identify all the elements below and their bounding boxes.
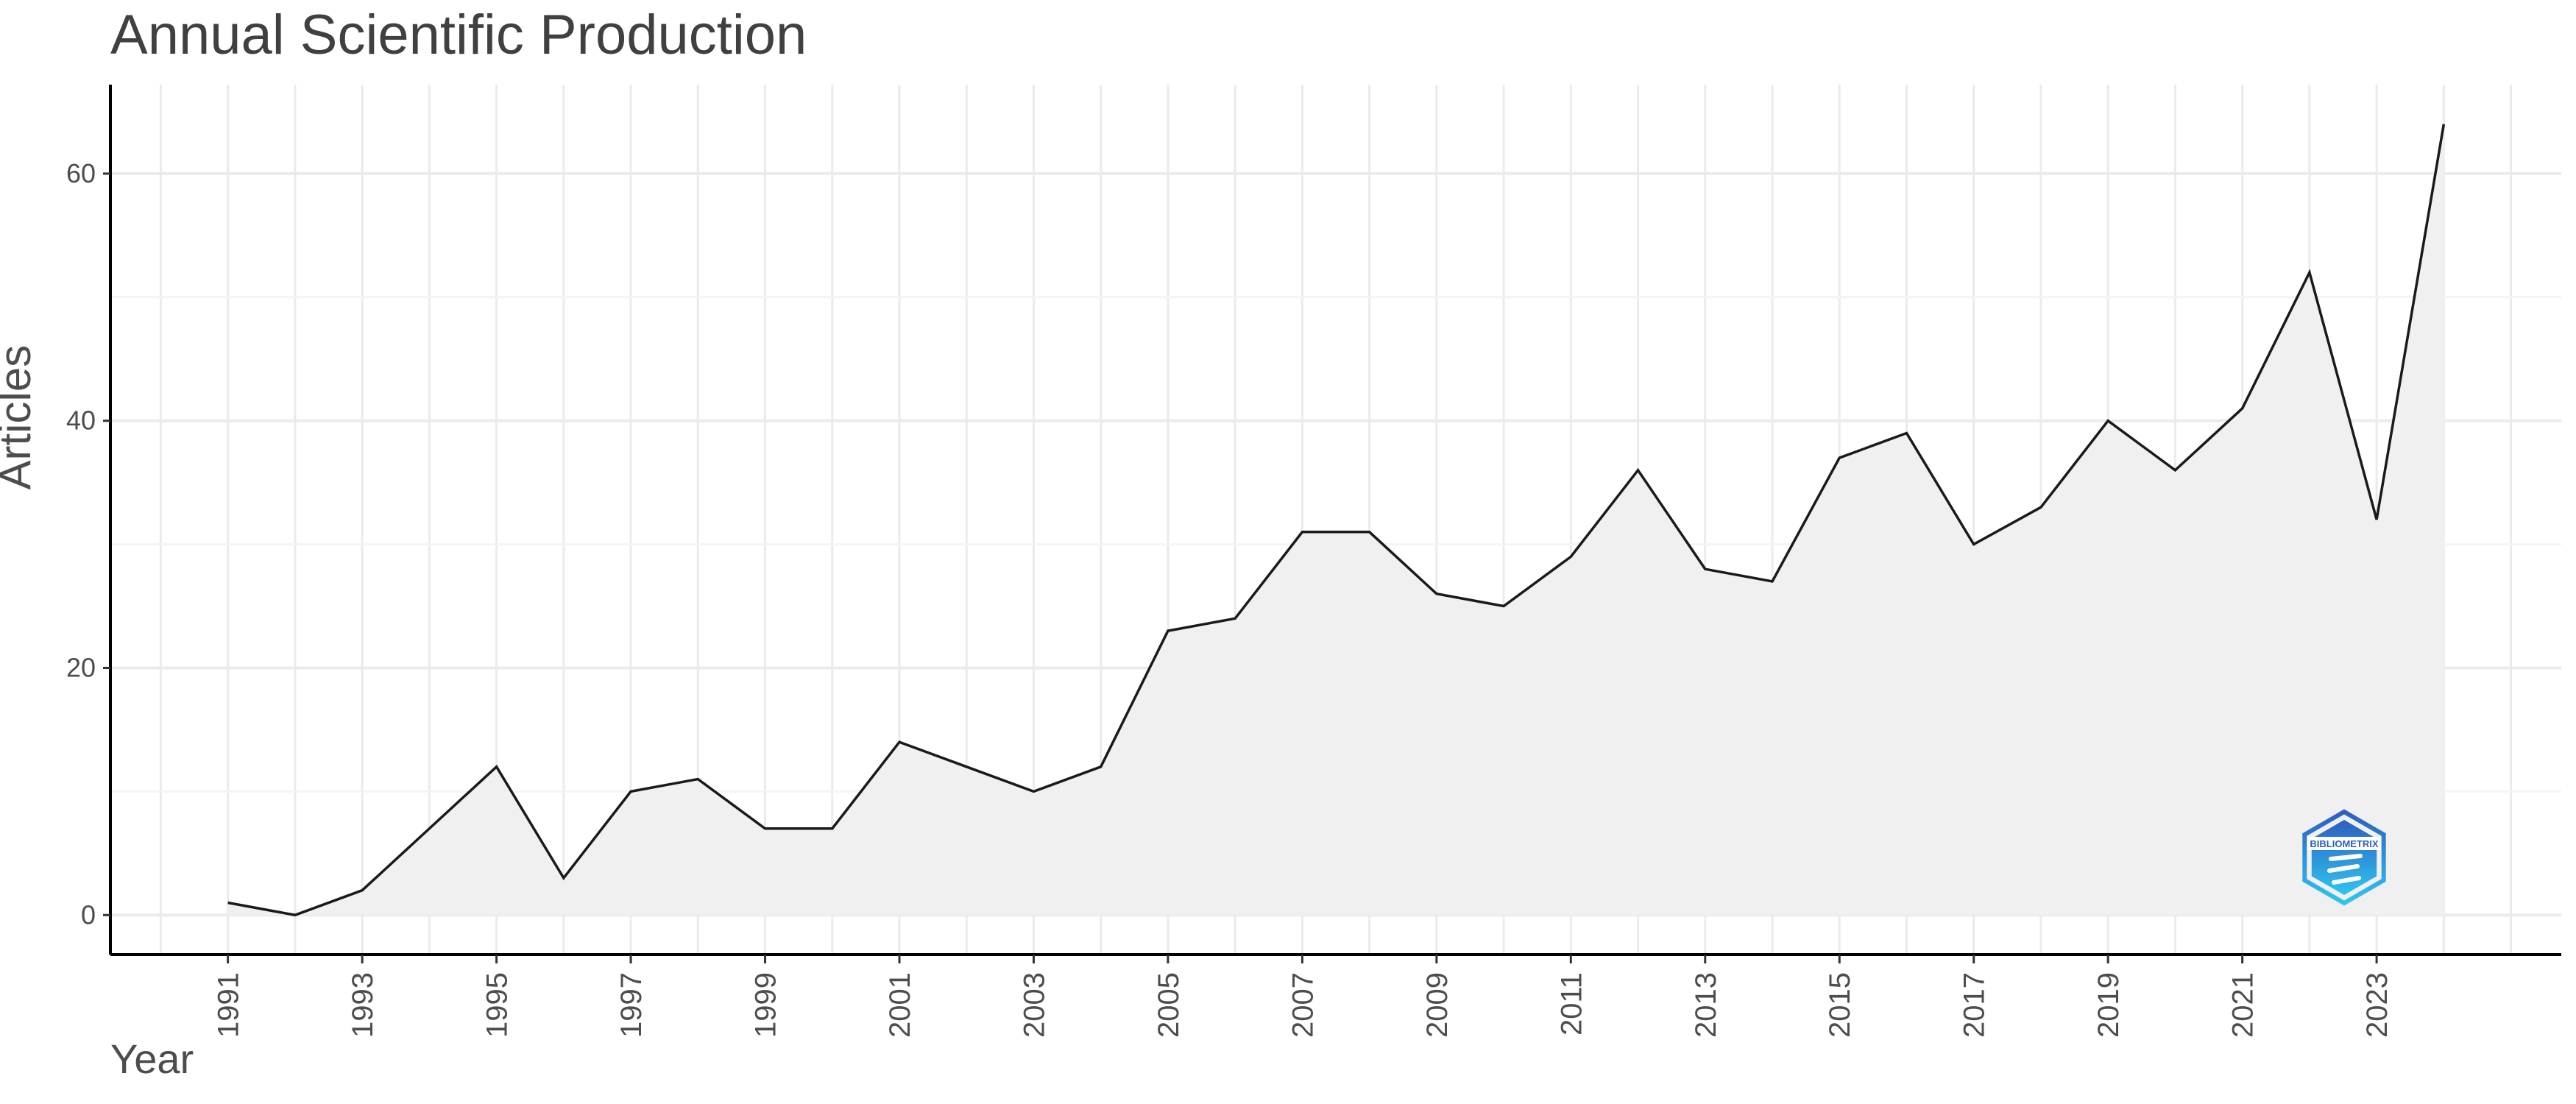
data-point (2239, 405, 2246, 412)
y-tick-label: 20 (66, 652, 96, 682)
data-point (1836, 454, 1843, 461)
data-point (1030, 788, 1037, 795)
data-point (2306, 269, 2313, 276)
x-tick-label: 2011 (1555, 972, 1588, 1036)
data-point (1298, 528, 1306, 536)
data-point (358, 887, 366, 894)
data-point (1567, 553, 1574, 560)
data-point (224, 899, 232, 906)
x-tick-label: 2023 (2361, 972, 2393, 1038)
x-axis-label: Year (110, 1036, 194, 1082)
data-point (560, 874, 567, 882)
data-point (896, 738, 903, 746)
data-point (2440, 121, 2447, 128)
x-tick-label: 2021 (2227, 972, 2260, 1038)
data-point (762, 825, 769, 832)
x-tick-label: 2019 (2092, 972, 2125, 1038)
x-tick-label: 2007 (1287, 972, 1319, 1038)
x-tick-label: 2013 (1690, 972, 1722, 1038)
area-fill (227, 124, 2444, 916)
series-line (227, 124, 2446, 917)
data-point (1500, 603, 1507, 610)
data-point (1164, 627, 1172, 634)
data-point (694, 776, 701, 783)
chart-title: Annual Scientific Production (110, 4, 807, 66)
data-point (425, 825, 433, 832)
data-point (1769, 578, 1776, 585)
data-point (1366, 528, 1373, 536)
x-tick-label: 2003 (1018, 972, 1050, 1038)
data-point (963, 763, 970, 771)
x-tick-label: 2005 (1153, 972, 1185, 1038)
data-point (1702, 565, 1709, 573)
data-point (2104, 417, 2112, 425)
data-point (1433, 590, 1440, 598)
x-tick-label: 1995 (481, 972, 514, 1038)
x-tick-label: 1991 (213, 972, 245, 1038)
watermark-text: BIBLIOMETRIX (2310, 838, 2378, 849)
data-point (1635, 467, 1642, 474)
data-point (2037, 503, 2045, 511)
bibliometrix-logo-icon: BIBLIOMETRIX (2302, 809, 2386, 906)
x-tick-label: 2017 (1958, 972, 1991, 1038)
data-point (829, 825, 836, 832)
y-tick-label: 60 (66, 158, 96, 188)
data-point (1097, 763, 1105, 771)
data-point (2373, 516, 2380, 523)
data-point (627, 788, 634, 795)
y-tick-label: 0 (81, 899, 96, 930)
x-tick-label: 2015 (1824, 972, 1856, 1038)
data-point (493, 763, 500, 771)
x-tick-label: 2001 (884, 972, 916, 1038)
x-tick-label: 1999 (750, 972, 782, 1038)
data-point (1903, 429, 1910, 436)
data-point (1970, 541, 1978, 548)
data-point (2171, 467, 2179, 474)
data-point (1231, 615, 1239, 622)
x-tick-label: 2009 (1421, 972, 1454, 1038)
y-tick-label: 40 (66, 406, 96, 436)
x-tick-label: 1997 (615, 972, 648, 1038)
x-tick-label: 1993 (347, 972, 379, 1038)
data-point (291, 911, 299, 919)
